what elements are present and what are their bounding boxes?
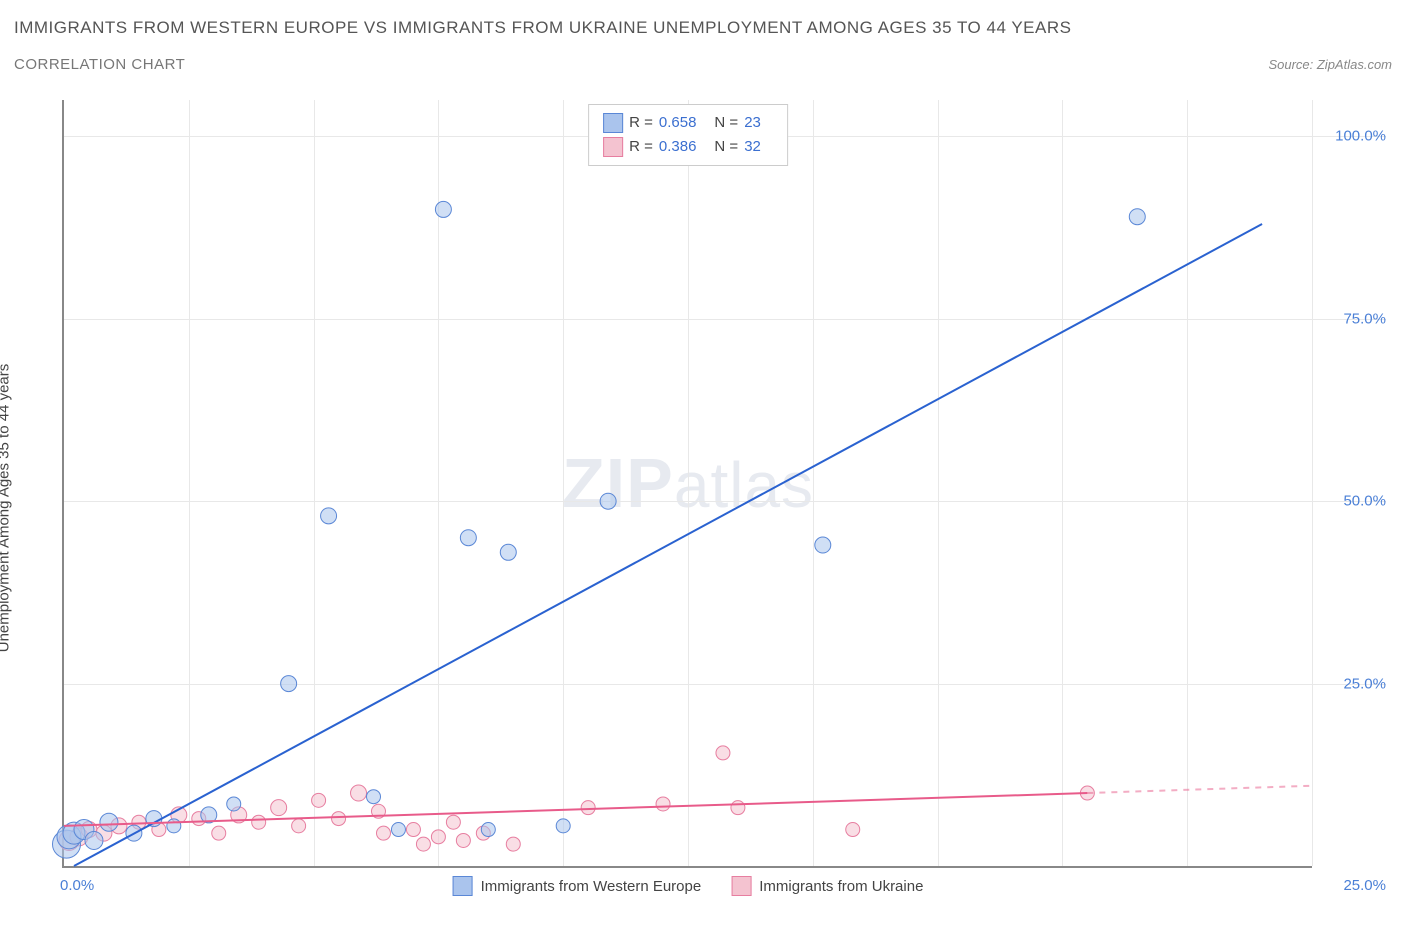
bubble bbox=[416, 837, 430, 851]
bubble bbox=[212, 826, 226, 840]
bubble bbox=[815, 537, 831, 553]
bubble bbox=[271, 800, 287, 816]
bubble bbox=[731, 801, 745, 815]
legend-label-series-a: Immigrants from Western Europe bbox=[481, 878, 702, 895]
bubble bbox=[252, 815, 266, 829]
chart-title: IMMIGRANTS FROM WESTERN EUROPE VS IMMIGR… bbox=[14, 18, 1392, 38]
bubble bbox=[332, 812, 346, 826]
bubble bbox=[600, 493, 616, 509]
bubble bbox=[506, 837, 520, 851]
swatch-series-a-bottom bbox=[453, 876, 473, 896]
bubble bbox=[292, 819, 306, 833]
y-tick: 50.0% bbox=[1316, 493, 1386, 510]
r-label-b: R = bbox=[629, 135, 653, 159]
bubble bbox=[446, 815, 460, 829]
plot-svg bbox=[64, 100, 1312, 866]
bubble bbox=[85, 831, 103, 849]
bubble bbox=[391, 823, 405, 837]
header: IMMIGRANTS FROM WESTERN EUROPE VS IMMIGR… bbox=[14, 18, 1392, 73]
x-tick-min: 0.0% bbox=[60, 877, 94, 894]
y-tick: 100.0% bbox=[1316, 128, 1386, 145]
bubble bbox=[321, 508, 337, 524]
legend-item-series-a: Immigrants from Western Europe bbox=[453, 876, 702, 896]
bubble bbox=[481, 823, 495, 837]
bubble bbox=[227, 797, 241, 811]
n-label-a: N = bbox=[714, 111, 738, 135]
trend-line-series-b bbox=[64, 793, 1087, 826]
bubble bbox=[456, 833, 470, 847]
trend-line-series-b-dash bbox=[1087, 786, 1312, 793]
r-label-a: R = bbox=[629, 111, 653, 135]
correlation-legend: R = 0.658 N = 23 R = 0.386 N = 32 bbox=[588, 104, 788, 166]
swatch-series-b bbox=[603, 137, 623, 157]
legend-label-series-b: Immigrants from Ukraine bbox=[759, 878, 923, 895]
x-tick-max: 25.0% bbox=[1316, 877, 1386, 894]
subtitle-row: CORRELATION CHART Source: ZipAtlas.com bbox=[14, 56, 1392, 73]
bubble bbox=[367, 790, 381, 804]
source-attribution: Source: ZipAtlas.com bbox=[1268, 57, 1392, 72]
bubble bbox=[167, 819, 181, 833]
n-value-b: 32 bbox=[744, 135, 761, 159]
n-label-b: N = bbox=[714, 135, 738, 159]
bubble bbox=[556, 819, 570, 833]
y-tick: 75.0% bbox=[1316, 310, 1386, 327]
bubble bbox=[656, 797, 670, 811]
bubble bbox=[500, 544, 516, 560]
y-tick: 25.0% bbox=[1316, 675, 1386, 692]
bubble bbox=[431, 830, 445, 844]
bubble bbox=[846, 823, 860, 837]
bubble bbox=[581, 801, 595, 815]
bubble bbox=[460, 530, 476, 546]
bubble bbox=[312, 793, 326, 807]
swatch-series-b-bottom bbox=[731, 876, 751, 896]
bubble bbox=[435, 201, 451, 217]
grid-v bbox=[1312, 100, 1313, 866]
chart-area: Unemployment Among Ages 35 to 44 years Z… bbox=[14, 100, 1392, 916]
chart-subtitle: CORRELATION CHART bbox=[14, 56, 185, 73]
bubble bbox=[281, 676, 297, 692]
bubble bbox=[351, 785, 367, 801]
bubble bbox=[716, 746, 730, 760]
swatch-series-a bbox=[603, 113, 623, 133]
legend-row-series-b: R = 0.386 N = 32 bbox=[603, 135, 773, 159]
legend-item-series-b: Immigrants from Ukraine bbox=[731, 876, 923, 896]
plot-region: ZIPatlas R = 0.658 N = 23 R = 0.386 N = … bbox=[62, 100, 1312, 868]
bubble bbox=[376, 826, 390, 840]
r-value-a: 0.658 bbox=[659, 111, 697, 135]
legend-row-series-a: R = 0.658 N = 23 bbox=[603, 111, 773, 135]
bubble bbox=[146, 811, 162, 827]
bubble bbox=[1129, 209, 1145, 225]
y-axis-label: Unemployment Among Ages 35 to 44 years bbox=[0, 364, 13, 653]
trend-line-series-a bbox=[74, 224, 1262, 866]
series-legend: Immigrants from Western Europe Immigrant… bbox=[453, 876, 924, 896]
bubble bbox=[406, 823, 420, 837]
r-value-b: 0.386 bbox=[659, 135, 697, 159]
bubble bbox=[100, 813, 118, 831]
n-value-a: 23 bbox=[744, 111, 761, 135]
